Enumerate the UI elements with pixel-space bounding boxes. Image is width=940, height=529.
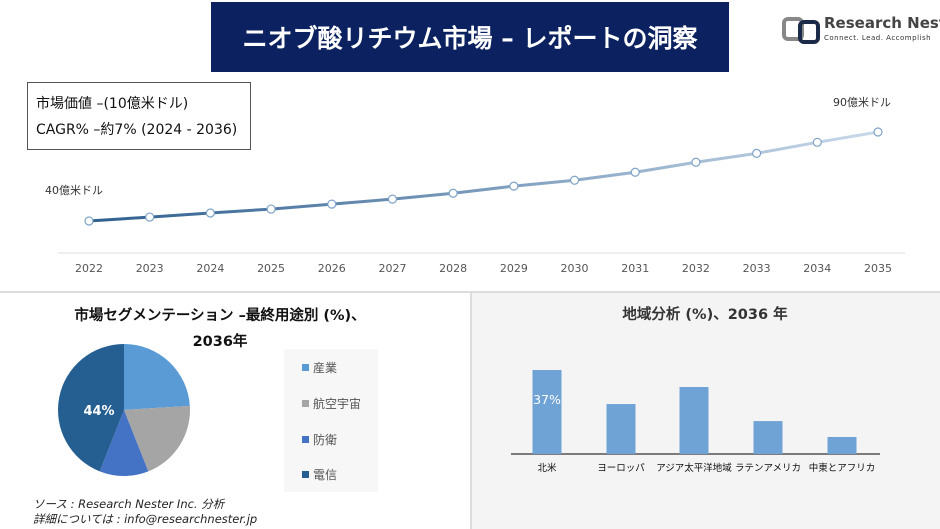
legend-swatch — [302, 471, 309, 478]
divider — [0, 291, 940, 293]
bar-category-label: 中東とアフリカ — [809, 462, 876, 474]
bar-data-label: 37% — [533, 392, 561, 407]
data-point — [205, 208, 215, 218]
market-value-label: 市場価値 –(10億米ドル) — [36, 96, 189, 112]
pie-chart: 44% — [58, 344, 190, 476]
x-tick-label: 2025 — [257, 262, 285, 275]
x-tick-label: 2033 — [743, 262, 771, 275]
legend-item: 電信 — [302, 466, 337, 483]
logo: Research Nester Connect. Lead. Accomplis… — [780, 12, 940, 52]
bar — [679, 387, 709, 454]
pie-title: 市場セグメンテーション –最終用途別 (%)、 2036年 — [30, 303, 410, 355]
bar-chart: 北米 ヨーロッパ アジア太平洋地域 ラテンアメリカ 中東とアフリカ 37% — [511, 370, 880, 474]
legend-swatch — [302, 436, 309, 443]
x-tick-label: 2027 — [378, 262, 406, 275]
source-line: ソース : Research Nester Inc. 分析 — [33, 497, 225, 511]
bar — [827, 436, 857, 454]
bar-category-label: ヨーロッパ — [597, 463, 645, 474]
legend-item: 航空宇宙 — [302, 395, 361, 412]
x-tick-label: 2030 — [561, 262, 589, 275]
data-point — [630, 167, 640, 177]
pie-slice — [124, 405, 190, 472]
legend-item: 産業 — [302, 359, 337, 376]
pie-slice — [124, 344, 190, 410]
logo-tagline: Connect. Lead. Accomplish — [824, 34, 932, 42]
pie-title-line2: 2036年 — [192, 334, 248, 350]
legend-label: 電信 — [313, 468, 338, 482]
data-point — [327, 199, 337, 209]
data-point — [84, 216, 94, 226]
legend-label: 産業 — [313, 361, 338, 375]
data-point — [752, 148, 762, 158]
legend-swatch — [302, 364, 309, 371]
start-value-label: 40億米ドル — [45, 184, 103, 197]
x-tick-label: 2023 — [136, 262, 164, 275]
line-chart: 40億米ドル 90億米ドル 2022 2023 2024 2025 2026 2027 20… — [45, 96, 905, 275]
x-tick-label: 2035 — [864, 262, 892, 275]
legend-item: 防衛 — [302, 431, 337, 448]
cagr-label: CAGR% –約7% (2024 - 2036) — [36, 122, 238, 138]
x-tick-label: 2034 — [803, 262, 831, 275]
contact-line: 詳細については : info@researchnester.jp — [33, 512, 258, 526]
data-point — [509, 181, 519, 191]
info-box: 市場価値 –(10億米ドル) CAGR% –約7% (2024 - 2036) — [27, 82, 251, 150]
x-tick-label: 2028 — [439, 262, 467, 275]
data-point — [266, 204, 276, 214]
data-point — [691, 157, 701, 167]
end-value-label: 90億米ドル — [833, 96, 891, 109]
logo-icon — [782, 17, 820, 44]
bar-category-label: ラテンアメリカ — [735, 463, 801, 474]
data-point — [145, 212, 155, 222]
bar — [606, 404, 636, 454]
series-line — [88, 130, 879, 223]
legend-swatch — [302, 400, 309, 407]
pie-legend: 産業 航空宇宙 防衛 電信 — [284, 349, 378, 492]
data-point — [569, 175, 580, 185]
bar-category-label: 北米 — [537, 462, 557, 474]
data-point — [873, 127, 883, 137]
data-point — [812, 137, 822, 147]
x-tick-label: 2031 — [621, 262, 649, 275]
legend-label: 航空宇宙 — [313, 397, 362, 411]
x-tick-label: 2024 — [196, 262, 224, 275]
x-tick-label: 2026 — [318, 262, 346, 275]
legend-label: 防衛 — [313, 433, 338, 447]
pie-slice — [58, 344, 124, 472]
data-point — [387, 194, 398, 204]
x-tick-label: 2022 — [75, 262, 103, 275]
pie-title-line1: 市場セグメンテーション –最終用途別 (%)、 — [74, 308, 366, 324]
page-title: ニオブ酸リチウム市場 – レポートの洞察 — [211, 2, 729, 72]
pie-data-label: 44% — [83, 404, 114, 419]
data-point — [448, 188, 458, 198]
pie-slice — [99, 410, 149, 476]
x-tick-label: 2032 — [682, 262, 710, 275]
logo-name: Research Nester — [824, 14, 940, 32]
x-tick-label: 2029 — [500, 262, 528, 275]
bar-category-label: アジア太平洋地域 — [656, 462, 732, 474]
bar-title: 地域分析 (%)、2036 年 — [622, 307, 788, 323]
bar — [532, 370, 562, 454]
source-note: ソース : Research Nester Inc. 分析 詳細については : … — [33, 497, 257, 527]
bar — [753, 421, 783, 454]
